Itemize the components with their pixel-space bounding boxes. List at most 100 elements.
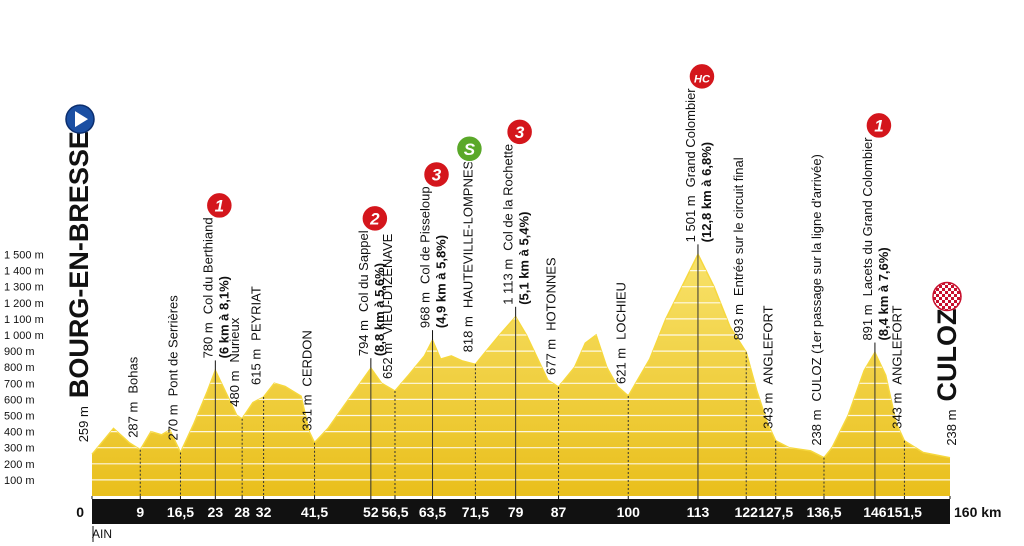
waypoint-name: Col du Sappel	[356, 230, 371, 312]
x-tick-label: 122	[735, 504, 759, 520]
waypoint-altitude: 480 m	[227, 371, 242, 407]
waypoint-name: Lacets du Grand Colombier	[860, 137, 875, 297]
waypoint-name: BOURG-EN-BRESSE	[64, 131, 94, 398]
waypoint-altitude: 968 m	[418, 292, 433, 328]
waypoint-name: HOTONNES	[544, 257, 559, 331]
km-bar	[92, 499, 950, 524]
waypoint-label: 891 m Lacets du Grand Colombier	[860, 137, 875, 341]
category-badge	[422, 160, 451, 189]
waypoint-altitude: 331 m	[300, 395, 315, 431]
x-tick-label: 79	[508, 504, 524, 520]
y-tick-label: 1 100 m	[4, 314, 44, 326]
waypoint-altitude: 794 m	[356, 320, 371, 356]
y-tick-label: 400 m	[4, 427, 35, 439]
x-tick-label: 127,5	[758, 504, 793, 520]
waypoint-label: 794 m Col du Sappel	[356, 230, 371, 356]
x-tick-label: 71,5	[462, 504, 489, 520]
waypoint-altitude: 259 m	[76, 406, 91, 442]
category-badge	[455, 135, 484, 163]
category-label: 3	[515, 123, 525, 142]
y-tick-label: 1 200 m	[4, 298, 44, 310]
waypoint-name: Col de la Rochette	[501, 144, 516, 251]
waypoint-label: 780 m Col du Berthiand	[200, 217, 215, 358]
waypoint-label: 343 m ANGLEFORT	[889, 305, 904, 428]
y-tick-label: 500 m	[4, 411, 35, 423]
waypoint-name: PEYRIAT	[249, 286, 264, 341]
category-badge	[865, 111, 893, 140]
waypoint-altitude: 287 m	[125, 402, 140, 438]
category-badge	[688, 62, 716, 91]
waypoint-name: CERDON	[300, 330, 315, 386]
waypoint-name: Grand Colombier	[683, 88, 698, 188]
y-tick-label: 1 000 m	[4, 330, 44, 342]
waypoint-altitude: 238 m	[944, 410, 959, 446]
waypoint-altitude: 238 m	[809, 410, 824, 446]
waypoint-altitude: 1 113 m	[501, 259, 516, 305]
x-tick-label: 100	[617, 504, 641, 520]
x-tick-label: 41,5	[301, 504, 328, 520]
waypoint-label: 968 m Col de Pisseloup	[418, 186, 433, 328]
waypoint-name: Pont de Serrières	[165, 295, 180, 397]
waypoint-label: 621 m LOCHIEU	[613, 282, 628, 384]
climb-detail: (4,9 km à 5,8%)	[434, 235, 449, 328]
waypoint-altitude: 343 m	[761, 393, 776, 429]
waypoint-label: 238 m CULOZ	[932, 309, 962, 446]
waypoint-label: 818 m HAUTEVILLE-LOMPNES	[460, 160, 475, 352]
x-tick-label: 87	[551, 504, 567, 520]
x-tick-label: 63,5	[419, 504, 446, 520]
waypoint-label: 1 501 m Grand Colombier	[683, 88, 698, 243]
waypoint-name: HAUTEVILLE-LOMPNES	[460, 160, 475, 308]
finish-icon	[932, 281, 962, 312]
y-tick-label: 300 m	[4, 443, 35, 455]
x-tick-label: 160 km	[954, 504, 1001, 520]
waypoint-name: LOCHIEU	[613, 282, 628, 340]
x-tick-label: 56,5	[381, 504, 408, 520]
waypoint-name: Entrée sur le circuit final	[731, 157, 746, 296]
category-label: S	[464, 140, 476, 159]
x-tick-label: 146	[863, 504, 887, 520]
waypoint-label: 480 m Nurieux	[227, 317, 242, 406]
waypoint-label: 677 m HOTONNES	[544, 257, 559, 375]
x-tick-label: 52	[363, 504, 379, 520]
waypoint-name: Col du Berthiand	[200, 217, 215, 314]
x-tick-label: 0	[76, 504, 84, 520]
waypoint-label: 287 m Bohas	[125, 356, 140, 438]
waypoint-label: 343 m ANGLEFORT	[761, 305, 776, 428]
category-badge	[505, 118, 534, 146]
waypoint-altitude: 677 m	[544, 339, 559, 375]
waypoint-name: Bohas	[125, 356, 140, 393]
category-label: 1	[215, 196, 224, 215]
x-tick-label: 9	[136, 504, 144, 520]
category-label: 3	[432, 165, 442, 184]
waypoint-altitude: 1 501 m	[683, 195, 698, 242]
waypoint-label: 615 m PEYRIAT	[249, 286, 264, 385]
y-tick-label: 200 m	[4, 459, 35, 471]
y-tick-label: 1 400 m	[4, 266, 44, 278]
x-tick-label: 16,5	[167, 504, 194, 520]
profile-line	[91, 252, 951, 459]
x-tick-label: 113	[687, 504, 710, 520]
waypoint-label: 893 m Entrée sur le circuit final	[731, 157, 746, 340]
waypoint-label: 238 m CULOZ (1er passage sur la ligne d'a…	[809, 154, 824, 446]
waypoint-altitude: 652 m	[380, 343, 395, 379]
profile-fill	[92, 254, 950, 496]
category-label: 2	[369, 209, 380, 228]
category-label: 1	[874, 116, 883, 135]
waypoint-altitude: 780 m	[200, 322, 215, 358]
waypoint-altitude: 621 m	[613, 348, 628, 384]
waypoint-altitude: 343 m	[889, 393, 904, 429]
waypoint-name: ANGLEFORT	[889, 305, 904, 384]
category-badge	[361, 204, 389, 233]
waypoint-name: VIEU-D'IZENAVE	[380, 233, 395, 335]
y-tick-label: 600 m	[4, 394, 35, 406]
waypoint-name: Col de Pisseloup	[418, 186, 433, 284]
y-tick-label: 1 300 m	[4, 282, 44, 294]
category-label: HC	[694, 73, 711, 85]
waypoint-name: Nurieux	[227, 317, 242, 362]
y-tick-label: 700 m	[4, 378, 35, 390]
y-tick-label: 900 m	[4, 346, 35, 358]
start-arrow	[75, 111, 88, 128]
waypoint-altitude: 615 m	[249, 349, 264, 385]
climb-detail: (8,8 km à 5,6%)	[372, 263, 387, 356]
y-tick-label: 1 500 m	[4, 250, 44, 262]
